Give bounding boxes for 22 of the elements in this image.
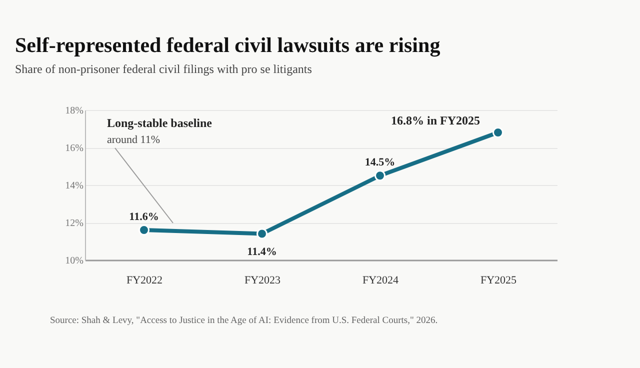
y-tick-label: 14% — [65, 180, 84, 192]
y-tick-label: 10% — [65, 256, 84, 266]
data-label: 14.5% — [364, 156, 396, 169]
x-tick-label: FY2022 — [126, 274, 163, 286]
x-tick-label: FY2024 — [362, 274, 400, 286]
data-label: 11.4% — [247, 246, 277, 258]
x-tick-label: FY2023 — [244, 274, 282, 286]
source-note: Source: Shah & Levy, "Access to Justice in the Age of AI: Evidence from U.S. Federal Courts," 2026. — [50, 316, 438, 326]
chart-subtitle: Share of non-prisoner federal civil filings with pro se litigants — [15, 62, 312, 76]
annotation: Long-stable baseline — [107, 116, 213, 130]
x-tick-label: FY2025 — [480, 274, 518, 286]
point — [374, 170, 386, 182]
point — [138, 224, 150, 236]
point — [492, 127, 504, 138]
data-label: 11.6% — [129, 211, 159, 223]
chart-title: Self-represented federal civil lawsuits are rising — [15, 33, 441, 57]
y-tick-label: 16% — [65, 143, 84, 154]
point — [256, 228, 268, 240]
y-tick-label: 12% — [65, 218, 84, 229]
annotation: 16.8% in FY2025 — [390, 114, 480, 128]
y-tick-label: 18% — [65, 106, 84, 116]
annotation: around 11% — [107, 134, 160, 146]
